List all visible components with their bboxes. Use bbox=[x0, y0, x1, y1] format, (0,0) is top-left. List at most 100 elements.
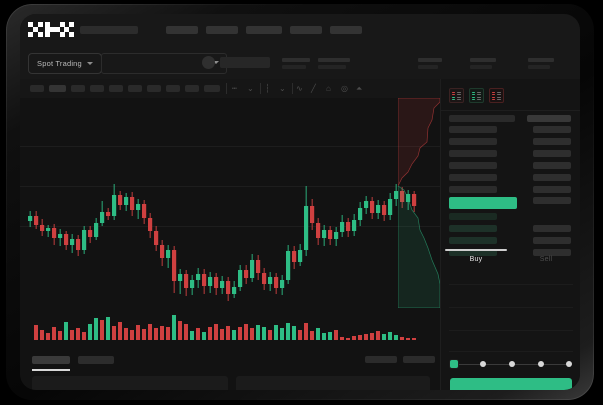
orderbook-row-value bbox=[533, 174, 571, 181]
orderbook-row-value bbox=[533, 197, 571, 204]
chart-gridline bbox=[20, 146, 440, 147]
slider-tick[interactable] bbox=[509, 361, 515, 367]
orderbook-ask-row[interactable] bbox=[449, 174, 497, 181]
volume-histogram bbox=[34, 315, 416, 340]
toolbar-btn-8[interactable] bbox=[166, 85, 180, 92]
stat-1 bbox=[282, 58, 310, 69]
stat-4 bbox=[470, 58, 496, 69]
order-form-divider bbox=[449, 330, 573, 331]
device-frame: Spot Trading bbox=[6, 4, 594, 400]
slider-tick[interactable] bbox=[538, 361, 544, 367]
top-header bbox=[20, 14, 580, 46]
order-form-divider bbox=[449, 284, 573, 285]
orderbook-row-value bbox=[533, 138, 571, 145]
pencil-icon[interactable]: ╱ bbox=[311, 84, 316, 93]
bottom-tab-2[interactable] bbox=[78, 356, 114, 364]
chevron-down-icon bbox=[86, 62, 93, 65]
buy-tab-active-indicator bbox=[445, 249, 507, 251]
order-form-divider bbox=[449, 351, 573, 352]
settings-icon[interactable]: ◎ bbox=[341, 84, 348, 93]
orderbook-ask-row[interactable] bbox=[449, 186, 497, 193]
toolbar-divider-3 bbox=[292, 83, 293, 94]
avatar-icon[interactable] bbox=[202, 56, 215, 69]
nav-item-3[interactable] bbox=[246, 26, 282, 34]
toolbar-btn-6[interactable] bbox=[128, 85, 142, 92]
stat-2 bbox=[318, 58, 350, 69]
orderbook-header-row[interactable] bbox=[449, 115, 515, 122]
bottom-tab-1[interactable] bbox=[32, 356, 70, 364]
orderbook-bid-row[interactable] bbox=[449, 237, 497, 244]
orderbook-row-value bbox=[533, 150, 571, 157]
toolbar-btn-3[interactable] bbox=[71, 85, 85, 92]
candle-type-icon[interactable]: ┅ bbox=[232, 84, 237, 93]
bottom-action-2[interactable] bbox=[403, 356, 435, 363]
orderbook-ask-row[interactable] bbox=[449, 126, 497, 133]
orderbook-last-price-row[interactable] bbox=[449, 197, 517, 209]
chevron-down-icon[interactable]: ⌄ bbox=[247, 84, 254, 93]
toolbar-btn-1[interactable] bbox=[30, 85, 44, 92]
orderbook-layout-bids-icon[interactable] bbox=[469, 88, 484, 103]
slider-tick[interactable] bbox=[566, 361, 572, 367]
buy-sell-tabs: Buy Sell bbox=[441, 249, 580, 271]
market-mode-dropdown[interactable]: Spot Trading bbox=[28, 53, 102, 74]
orderbook-bid-row[interactable] bbox=[449, 225, 497, 232]
order-form-divider bbox=[449, 307, 573, 308]
ticker-label-placeholder bbox=[220, 57, 270, 68]
price-chart[interactable] bbox=[20, 98, 440, 350]
magnet-icon[interactable]: ⌂ bbox=[326, 84, 331, 93]
chart-gridline bbox=[20, 186, 440, 187]
orderbook-row-value bbox=[533, 162, 571, 169]
orderbook-layout-toggles bbox=[449, 88, 504, 103]
chevron-down-icon bbox=[213, 61, 219, 64]
bottom-panel-right[interactable] bbox=[236, 376, 430, 390]
header-search-placeholder[interactable] bbox=[80, 26, 138, 34]
toolbar-btn-7[interactable] bbox=[147, 85, 161, 92]
stat-5 bbox=[528, 58, 554, 69]
nav-item-2[interactable] bbox=[206, 26, 238, 34]
nav-item-1[interactable] bbox=[166, 26, 198, 34]
orderbook-bid-row[interactable] bbox=[449, 213, 497, 220]
orderbook-ask-row[interactable] bbox=[449, 162, 497, 169]
fullscreen-icon[interactable]: ⏶ bbox=[356, 84, 363, 93]
orderbook-bid-row[interactable] bbox=[449, 249, 497, 256]
line-tool-icon[interactable]: ∿ bbox=[296, 84, 303, 93]
order-amount-slider[interactable] bbox=[450, 360, 572, 369]
bottom-tab-active-indicator bbox=[32, 369, 70, 371]
sub-header: Spot Trading bbox=[20, 46, 580, 79]
chevron-down-icon-2[interactable]: ⌄ bbox=[279, 84, 286, 93]
toolbar-btn-2[interactable] bbox=[49, 85, 66, 92]
orderbook-row-value bbox=[527, 115, 571, 122]
depth-chart-overlay bbox=[398, 98, 440, 308]
orderbook-row-value bbox=[533, 249, 571, 256]
stat-3 bbox=[418, 58, 442, 69]
okx-logo-icon[interactable] bbox=[28, 22, 74, 37]
orderbook-layout-both-icon[interactable] bbox=[449, 88, 464, 103]
toolbar-divider bbox=[226, 83, 227, 94]
candlestick-series bbox=[28, 184, 417, 301]
buy-submit-button[interactable] bbox=[450, 378, 572, 390]
tab-buy[interactable]: Buy bbox=[469, 256, 483, 263]
toolbar-btn-9[interactable] bbox=[185, 85, 199, 92]
bottom-panel bbox=[20, 350, 440, 390]
nav-item-4[interactable] bbox=[290, 26, 322, 34]
chart-gridline bbox=[20, 226, 440, 227]
orderbook-row-value bbox=[533, 237, 571, 244]
orderbook-divider bbox=[441, 110, 580, 111]
orderbook-trade-panel: Buy Sell bbox=[440, 79, 580, 390]
indicator-icon[interactable]: ┆ bbox=[265, 84, 270, 93]
bottom-action-1[interactable] bbox=[365, 356, 397, 363]
orderbook-ask-row[interactable] bbox=[449, 150, 497, 157]
nav-item-5[interactable] bbox=[330, 26, 362, 34]
toolbar-btn-10[interactable] bbox=[204, 85, 220, 92]
slider-tick[interactable] bbox=[480, 361, 486, 367]
toolbar-divider-2 bbox=[260, 83, 261, 94]
tab-sell[interactable]: Sell bbox=[539, 256, 553, 263]
market-mode-label: Spot Trading bbox=[37, 59, 82, 68]
bottom-panel-left[interactable] bbox=[32, 376, 228, 390]
toolbar-btn-4[interactable] bbox=[90, 85, 104, 92]
orderbook-row-value bbox=[533, 186, 571, 193]
orderbook-ask-row[interactable] bbox=[449, 138, 497, 145]
slider-handle[interactable] bbox=[450, 360, 458, 368]
toolbar-btn-5[interactable] bbox=[109, 85, 123, 92]
orderbook-layout-asks-icon[interactable] bbox=[489, 88, 504, 103]
